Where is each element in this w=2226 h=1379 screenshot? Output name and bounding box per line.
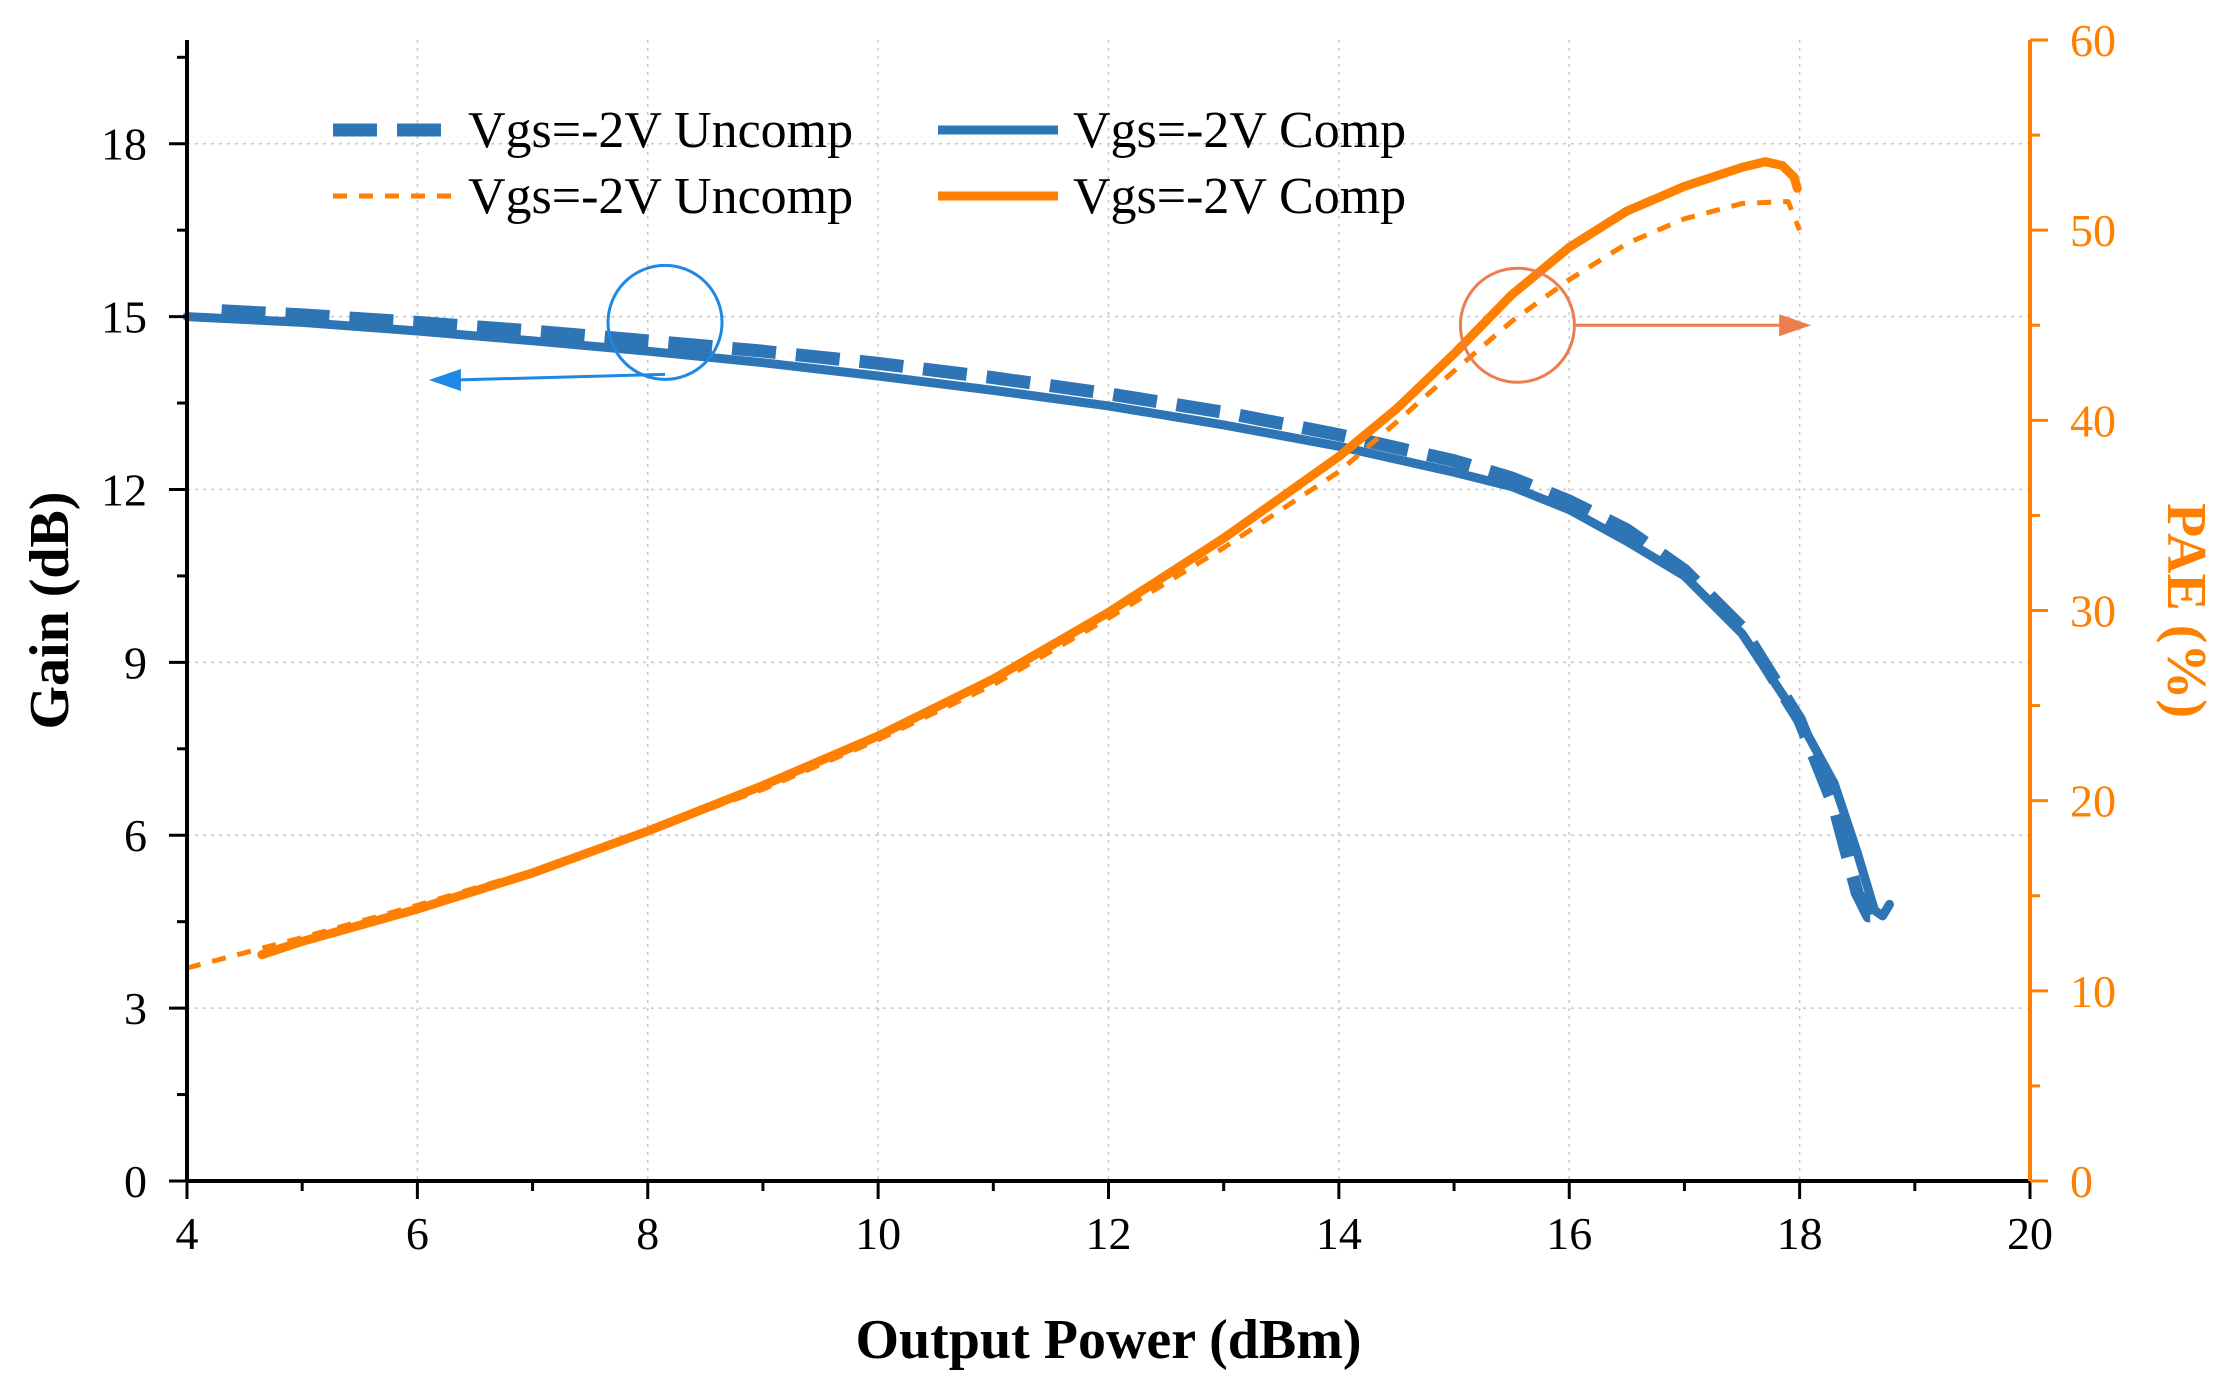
y-left-tick-label: 18 [101,119,147,170]
legend: Vgs=-2V Uncomp Vgs=-2V Comp Vgs=-2V Uncomp… [333,102,1406,225]
series-line-gain-1 [182,312,1894,921]
y-right-tick-label: 40 [2070,395,2116,446]
x-axis-title: Output Power (dBm) [855,1309,1361,1371]
y-left-tick-label: 9 [124,637,147,688]
x-tick-label: 20 [2007,1208,2053,1259]
legend-label-3: Vgs=-2V Comp [1073,168,1406,225]
y-right-tick-label: 50 [2070,205,2116,256]
annotation-circle-left [606,263,724,381]
x-tick-label: 12 [1086,1208,1132,1259]
x-tick-label: 14 [1316,1208,1362,1259]
x-tick-label: 4 [176,1208,199,1259]
y-right-tick-label: 30 [2070,586,2116,637]
y-left-tick-label: 15 [101,292,147,343]
y-left-tick-label: 0 [124,1156,147,1207]
x-tick-label: 10 [855,1208,901,1259]
annotation-group [428,263,1812,391]
x-tick-label: 6 [406,1208,429,1259]
x-tick-label: 8 [636,1208,659,1259]
y-right-tick-label: 20 [2070,776,2116,827]
y-axis-left-title: Gain (dB) [19,491,81,729]
x-tick-label: 16 [1546,1208,1592,1259]
legend-label-0: Vgs=-2V Uncomp [468,102,853,159]
series-line-gain-0 [221,304,1881,923]
y-right-tick-label: 60 [2070,15,2116,66]
x-tick-label: 18 [1777,1208,1823,1259]
series-line-pae-3 [257,157,1802,960]
annotation-arrowhead-right [1779,314,1812,337]
annotation-arrowhead-left [428,368,461,391]
y-left-tick-label: 6 [124,810,147,861]
series-group [182,157,1894,971]
legend-label-2: Vgs=-2V Uncomp [468,168,853,225]
y-left-tick-label: 12 [101,464,147,515]
y-right-tick-label: 0 [2070,1156,2093,1207]
y-right-tick-label: 10 [2070,966,2116,1017]
y-left-tick-label: 3 [124,983,147,1034]
axes-group: 4 6 8 10 12 14 16 18 20 0 3 6 9 12 15 18 0 10 20 30 40 50 60 [101,15,2116,1259]
legend-label-1: Vgs=-2V Comp [1073,102,1406,159]
annotation-arrow-line-left [454,372,666,382]
y-axis-right-title: PAE (%) [2155,503,2217,718]
